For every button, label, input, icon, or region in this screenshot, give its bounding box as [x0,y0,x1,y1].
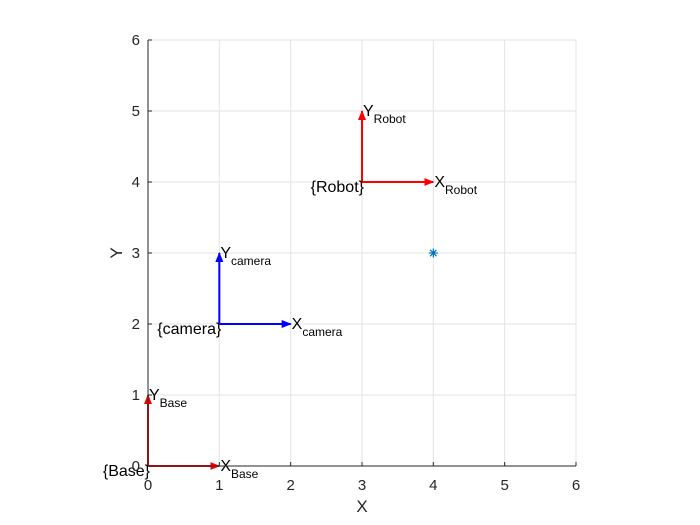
y-tick-label: 6 [132,32,140,49]
frame-robot-label: {Robot} [311,179,365,196]
x-axis-label: X [356,497,367,516]
frame-base-y-label-sub: Base [160,396,188,410]
frame-camera-y-label-sub: camera [231,254,271,268]
frame-base-y-label-main: Y [149,387,160,404]
frame-base-label: {Base} [103,463,151,480]
y-tick-label: 1 [132,387,140,404]
y-tick-label: 3 [132,245,140,262]
frame-camera-x-label-main: X [292,316,303,333]
frame-camera-x-label: Xcamera [292,316,343,339]
y-tick-label: 4 [132,174,140,191]
frame-robot-x-label: XRobot [434,174,477,197]
y-axis-label: Y [107,247,126,258]
frame-camera-x-label-sub: camera [302,325,342,339]
x-tick-label: 1 [215,477,223,494]
axes: 0 1 2 3 4 5 6 0 1 2 3 4 5 6 [132,32,581,494]
x-tick-label: 4 [429,477,437,494]
y-tick-label: 0 [132,458,140,475]
y-tick-label: 5 [132,103,140,120]
frame-robot-x-label-main: X [434,174,445,191]
data-point-stroke [429,249,437,257]
frame-base-y-label: YBase [149,387,187,410]
x-tick-label: 2 [286,477,294,494]
x-tick-label: 0 [144,477,152,494]
frame-camera-y-label-main: Y [220,245,231,262]
x-tick-label: 3 [358,477,366,494]
y-tick-label: 2 [132,316,140,333]
points [428,248,438,258]
frame-robot-y-label-main: Y [363,103,374,120]
x-tick-label: 6 [572,477,580,494]
x-tick-label: 5 [500,477,508,494]
frame-base-x-label-sub: Base [231,467,259,481]
frame-robot-y-label: YRobot [363,103,406,126]
frame-robot-x-label-sub: Robot [445,183,478,197]
frame-camera-label: {camera} [157,321,222,338]
frame-camera-y-label: Ycamera [220,245,271,268]
data-point [428,248,438,258]
frame-robot-y-label-sub: Robot [374,112,407,126]
